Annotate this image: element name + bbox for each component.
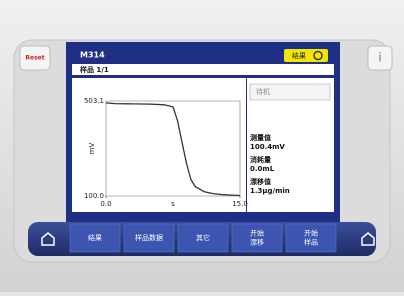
y-tick-label: 503.1 [84, 97, 104, 105]
x-tick-label: 0.0 [100, 200, 111, 208]
readout-label: 漂移值 [249, 177, 271, 186]
readout-value: 1.3µg/min [250, 187, 290, 195]
y-tick-label: 100.0 [84, 192, 104, 200]
menu-label: 开始 [304, 229, 318, 238]
sample-bar [72, 64, 334, 75]
result-label: 结果 [292, 51, 306, 60]
menu-label: 漂移 [250, 238, 264, 247]
readout-label: 测量值 [250, 133, 271, 142]
menu-label: 开始 [250, 229, 264, 238]
screen-title: M314 [80, 51, 105, 60]
readout-value: 100.4mV [250, 143, 285, 151]
x-tick-label: 15.0 [232, 200, 248, 208]
info-label: i [378, 51, 381, 65]
status: 待机 [256, 87, 270, 96]
y-axis-label: mV [88, 142, 96, 154]
readout-label: 消耗量 [250, 155, 271, 164]
menu-label: 样品数据 [135, 233, 163, 242]
menu-label: 结果 [88, 233, 102, 242]
readout-value: 0.0mL [250, 165, 275, 173]
sample-label: 样品 1/1 [80, 65, 109, 74]
menu-label: 其它 [196, 233, 210, 242]
menu-label: 样品 [304, 238, 318, 247]
reset-label: Reset [25, 55, 44, 62]
device-panel: M314结果样品 1/1待机Reseti测量值100.4mV消耗量0.0mL漂移… [0, 0, 404, 292]
x-axis-label: s [171, 200, 175, 208]
